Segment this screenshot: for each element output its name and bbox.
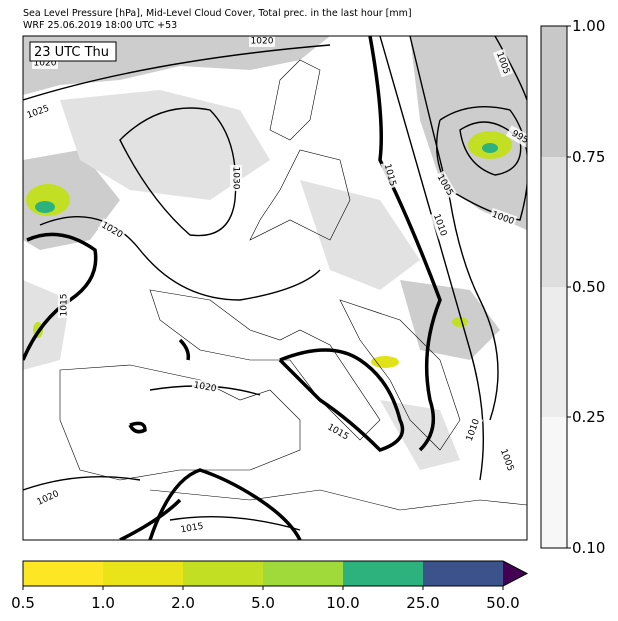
isobar-label-bg xyxy=(97,218,127,242)
cloud-tick-label: 0.25 xyxy=(572,408,605,426)
isobar-label-bg xyxy=(178,519,206,537)
precip-tick-label: 10.0 xyxy=(326,594,359,612)
isobar-label: 1020 xyxy=(193,381,218,395)
isobar-label-bg xyxy=(33,487,63,509)
precip-tick-label: 2.0 xyxy=(171,594,195,612)
isobar-label-bg xyxy=(191,378,219,396)
isobar-label: 1015 xyxy=(60,294,70,317)
time-label: 23 UTC Thu xyxy=(34,45,109,60)
cloud-tick-label: 0.50 xyxy=(572,278,605,296)
header-line: Sea Level Pressure [hPa], Mid-Level Clou… xyxy=(23,8,412,19)
isobar-label-bg xyxy=(58,292,70,318)
cloud-tick-label: 0.75 xyxy=(572,148,605,166)
time-box xyxy=(29,41,117,62)
isobar-label: 1020 xyxy=(251,37,274,47)
cloud-tick-label: 1.00 xyxy=(572,17,605,35)
cloud-colorbar xyxy=(540,25,568,549)
cloud-tick-label: 0.10 xyxy=(572,539,605,557)
isobar-label-bg xyxy=(433,170,457,200)
isobar-label-bg xyxy=(323,420,353,444)
isobar-label-bg xyxy=(249,36,275,47)
isobar-label-bg xyxy=(230,165,242,191)
isobar-label-bg xyxy=(496,445,518,475)
precip-tick-label: 0.5 xyxy=(11,594,35,612)
isobar-label-bg xyxy=(462,415,484,445)
precip-tick-label: 25.0 xyxy=(406,594,439,612)
isobar-label: 1015 xyxy=(180,522,204,536)
precip-tick-label: 1.0 xyxy=(91,594,115,612)
isobar-label-bg xyxy=(492,48,514,78)
precip-colorbar xyxy=(22,560,529,587)
precip-tick-label: 50.0 xyxy=(486,594,519,612)
isobar-label-bg xyxy=(505,125,527,149)
isobar-label-bg xyxy=(380,160,400,190)
isobar-label: 1020 xyxy=(34,59,57,69)
header-line: WRF 25.06.2019 18:00 UTC +53 xyxy=(23,20,177,31)
map-frame xyxy=(22,35,528,541)
isobar-label-bg xyxy=(23,101,53,123)
isobar-label-bg xyxy=(429,210,451,240)
isobar-label: 1030 xyxy=(231,167,241,190)
precip-tick-label: 5.0 xyxy=(251,594,275,612)
isobar-label-bg xyxy=(488,207,518,229)
